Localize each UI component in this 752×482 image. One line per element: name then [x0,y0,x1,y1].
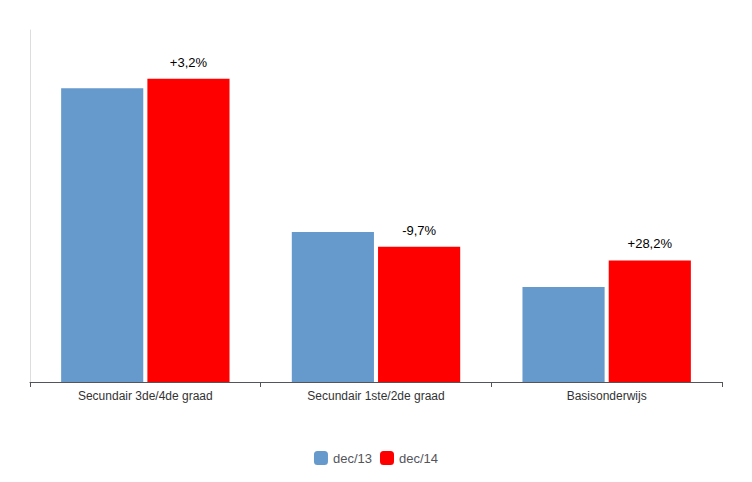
svg-text:+28,2%: +28,2% [628,236,673,251]
svg-text:Secundair 1ste/2de graad: Secundair 1ste/2de graad [307,389,444,403]
svg-text:dec/13: dec/13 [333,451,372,466]
svg-text:dec/14: dec/14 [399,451,438,466]
svg-text:+3,2%: +3,2% [170,55,208,70]
svg-text:Secundair 3de/4de graad: Secundair 3de/4de graad [78,389,213,403]
svg-text:-9,7%: -9,7% [402,223,436,238]
svg-text:Basisonderwijs: Basisonderwijs [567,389,647,403]
